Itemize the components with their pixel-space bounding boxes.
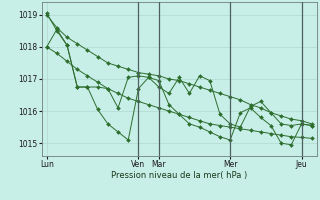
X-axis label: Pression niveau de la mer( hPa ): Pression niveau de la mer( hPa ) — [111, 171, 247, 180]
